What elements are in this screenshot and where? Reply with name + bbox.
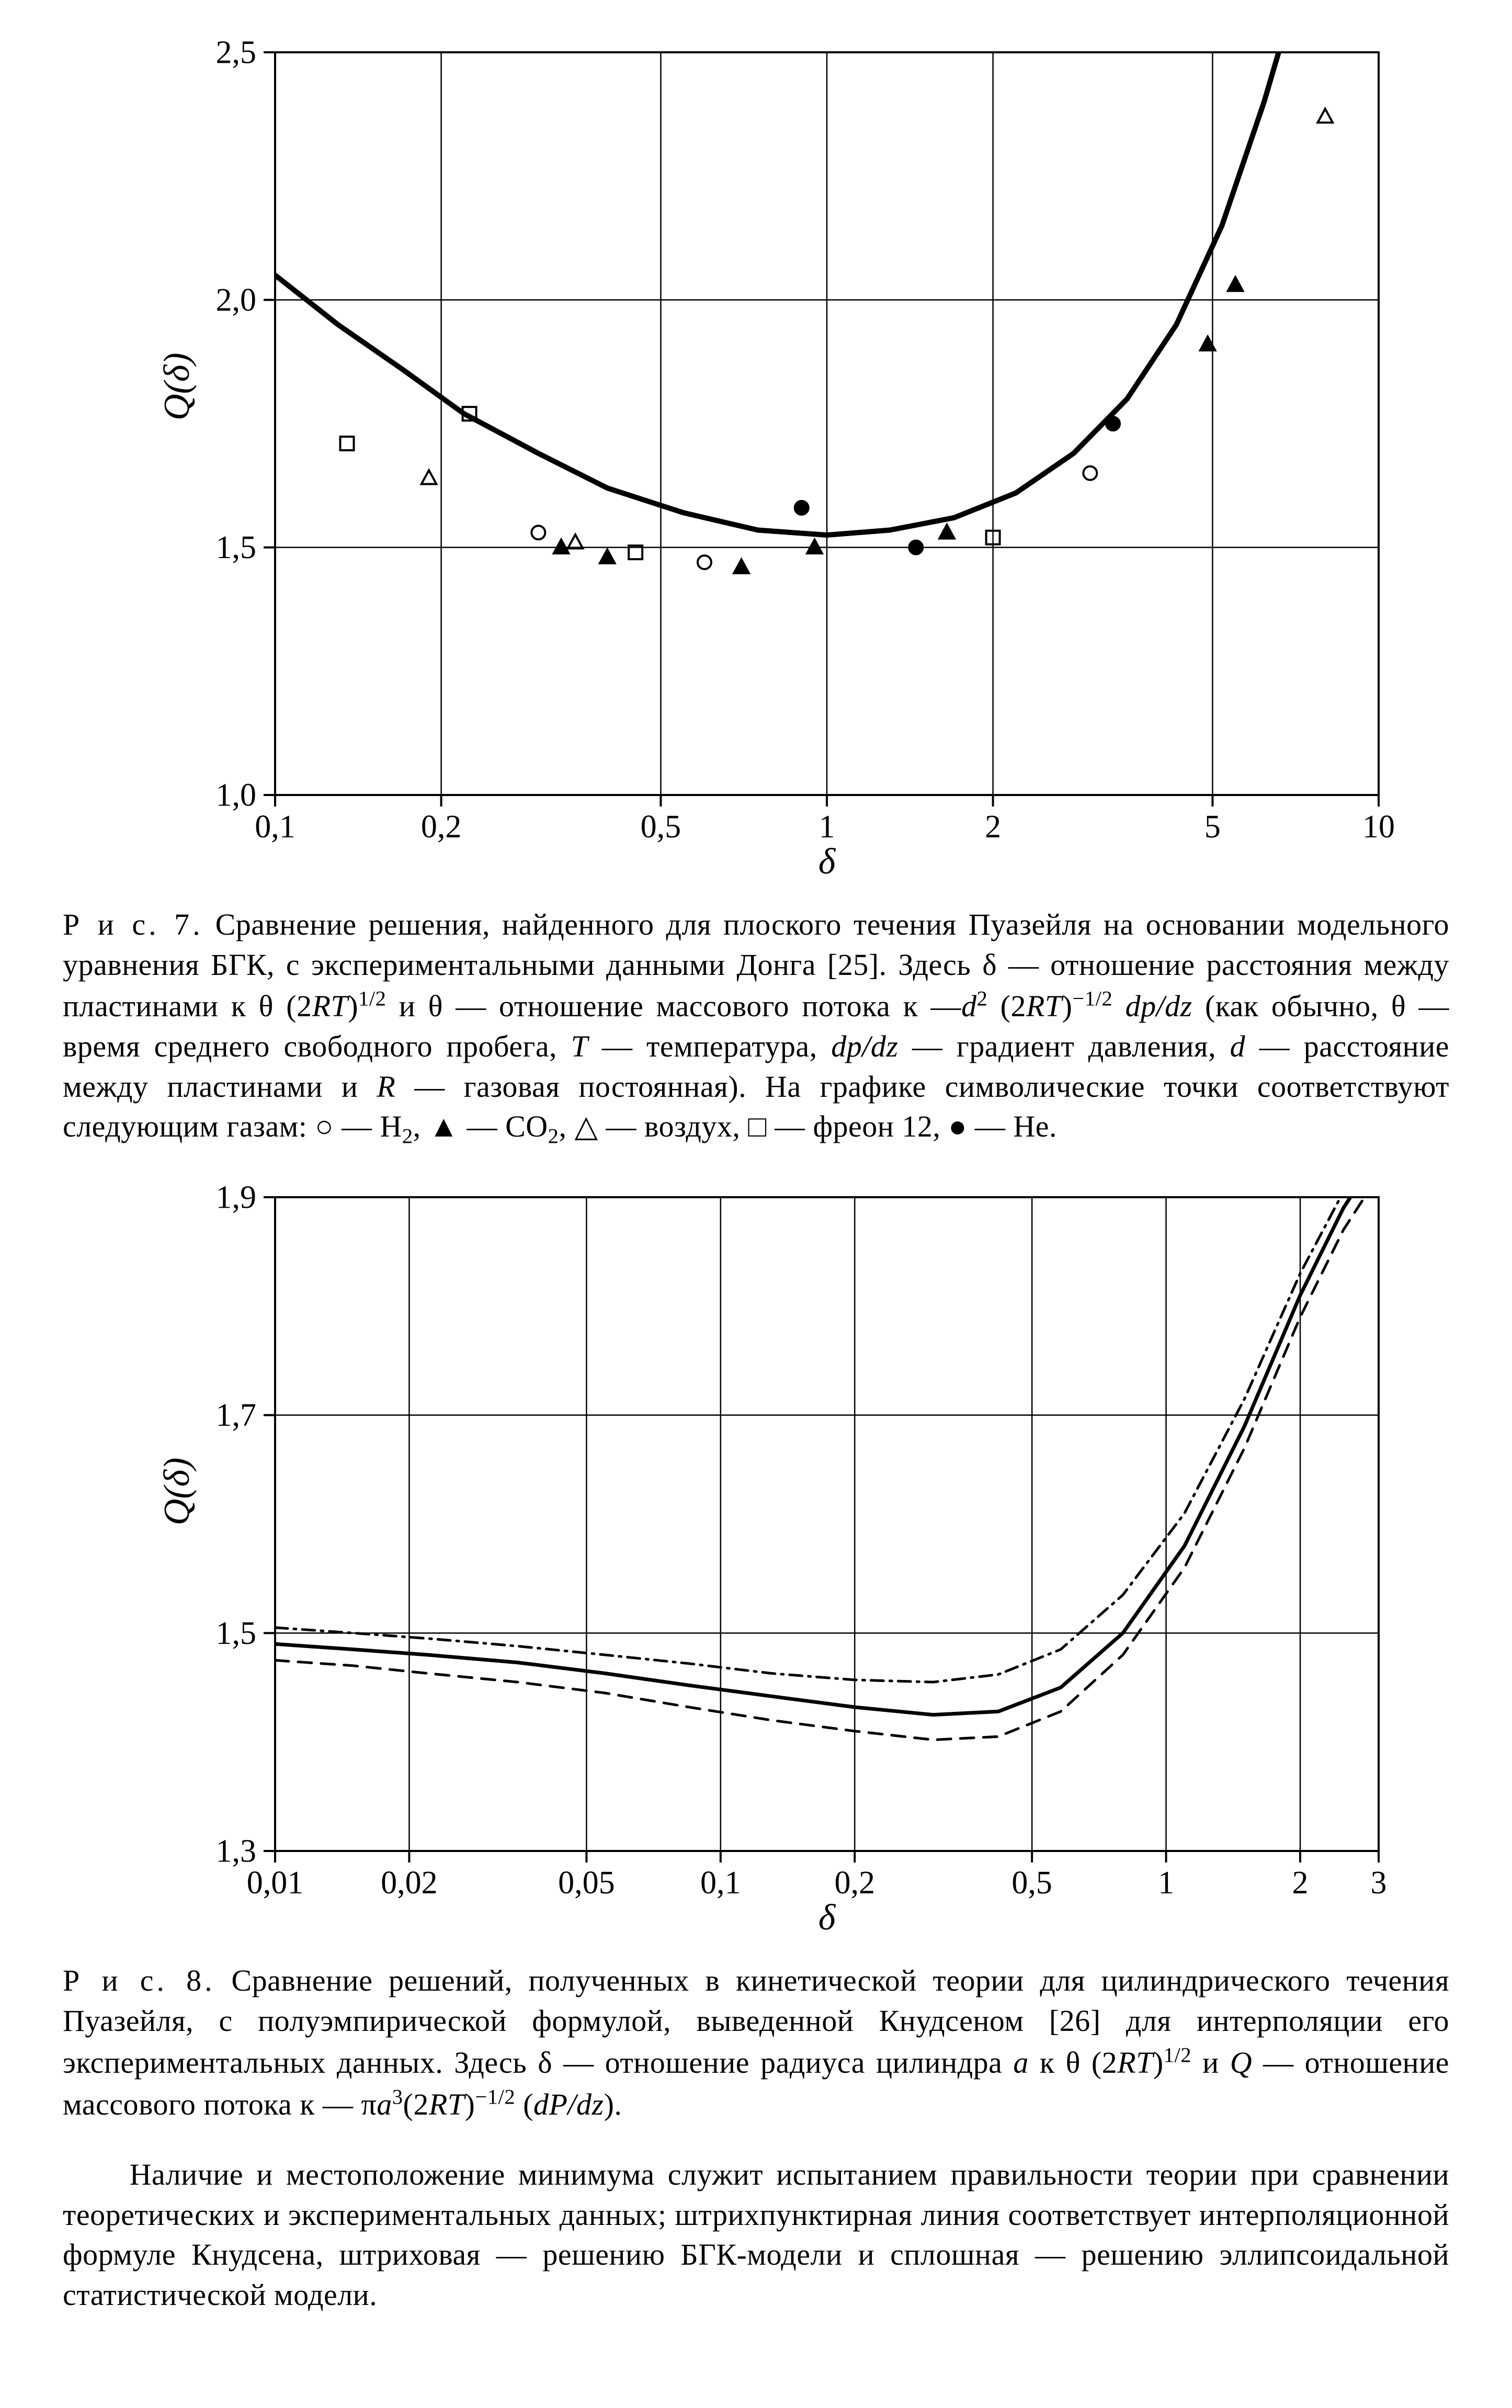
svg-text:δ: δ — [818, 842, 836, 882]
svg-text:0,1: 0,1 — [700, 1865, 741, 1901]
figure-7-chart: 0,1 0,2 0,5 1 2 5 10 1,0 1,5 2,0 2,5 δ Q(δ) — [103, 31, 1410, 889]
svg-text:5: 5 — [1204, 809, 1220, 845]
figure-8-caption-text: Сравнение решений, полученных в кинетиче… — [63, 1963, 1449, 2121]
svg-text:1,0: 1,0 — [215, 777, 256, 813]
body-paragraph: Наличие и местоположение минимума служит… — [63, 2155, 1449, 2315]
svg-text:1,7: 1,7 — [215, 1398, 256, 1433]
svg-text:0,01: 0,01 — [246, 1865, 303, 1901]
svg-text:10: 10 — [1362, 809, 1395, 845]
svg-text:δ: δ — [818, 1898, 836, 1938]
svg-text:0,05: 0,05 — [558, 1865, 615, 1901]
svg-text:1,3: 1,3 — [215, 1834, 256, 1869]
page: 0,1 0,2 0,5 1 2 5 10 1,0 1,5 2,0 2,5 δ Q(δ) Р и с. 7… — [0, 0, 1512, 2408]
svg-text:2: 2 — [985, 809, 1001, 845]
svg-text:1: 1 — [818, 809, 835, 845]
figure-8-caption-label: Р и с. 8. — [63, 1963, 215, 1997]
figure-7-caption: Р и с. 7. Сравнение решения, найденного … — [63, 905, 1449, 1150]
svg-text:0,2: 0,2 — [834, 1865, 875, 1901]
figure-8-caption: Р и с. 8. Сравнение решений, полученных … — [63, 1961, 1449, 2125]
figure-8-chart: 0,01 0,02 0,05 0,1 0,2 0,5 1 2 3 1,3 1,5 1,7 1,9 δ Q(δ… — [103, 1182, 1410, 1945]
svg-text:Q(δ): Q(δ) — [157, 1458, 197, 1526]
svg-text:2,5: 2,5 — [215, 35, 256, 70]
svg-text:1,9: 1,9 — [215, 1182, 256, 1215]
svg-text:2,0: 2,0 — [215, 282, 256, 318]
svg-text:Q(δ): Q(δ) — [157, 353, 197, 421]
svg-text:0,5: 0,5 — [640, 809, 681, 845]
svg-text:0,1: 0,1 — [255, 809, 295, 845]
svg-text:2: 2 — [1292, 1865, 1308, 1901]
figure-7-caption-label: Р и с. 7. — [63, 907, 203, 941]
svg-text:0,02: 0,02 — [381, 1865, 438, 1901]
svg-text:3: 3 — [1370, 1865, 1386, 1901]
svg-text:0,5: 0,5 — [1011, 1865, 1052, 1901]
svg-text:1: 1 — [1158, 1865, 1174, 1901]
svg-text:1,5: 1,5 — [215, 1616, 256, 1651]
figure-7-caption-text: Сравнение решения, найденного для плоско… — [63, 907, 1449, 1143]
svg-text:0,2: 0,2 — [420, 809, 461, 845]
svg-text:1,5: 1,5 — [215, 530, 256, 565]
